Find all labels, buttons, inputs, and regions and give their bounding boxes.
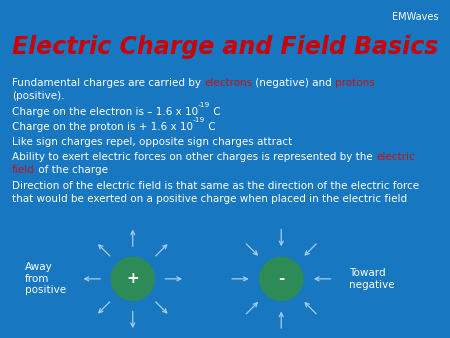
Text: Electric Charge and Field Basics: Electric Charge and Field Basics [12, 35, 438, 59]
Text: that would be exerted on a positive charge when placed in the electric field: that would be exerted on a positive char… [12, 194, 407, 204]
Text: of the charge: of the charge [35, 165, 108, 175]
Text: EMWaves: EMWaves [392, 12, 439, 22]
Text: -19: -19 [193, 117, 205, 123]
Text: electric: electric [376, 152, 415, 162]
Text: (positive).: (positive). [12, 91, 64, 101]
Text: -: - [278, 271, 284, 286]
Text: Charge on the electron is – 1.6 x 10: Charge on the electron is – 1.6 x 10 [12, 107, 198, 117]
Text: -19: -19 [198, 102, 211, 107]
Text: C: C [211, 107, 221, 117]
Text: Fundamental charges are carried by: Fundamental charges are carried by [12, 78, 204, 88]
Text: Ability to exert electric forces on other charges is represented by the: Ability to exert electric forces on othe… [12, 152, 376, 162]
Text: electrons: electrons [204, 78, 252, 88]
Text: (negative) and: (negative) and [252, 78, 336, 88]
Text: field: field [12, 165, 35, 175]
Text: Like sign charges repel, opposite sign charges attract: Like sign charges repel, opposite sign c… [12, 137, 292, 147]
Text: Toward
negative: Toward negative [349, 268, 394, 290]
Text: Away
from
positive: Away from positive [25, 262, 66, 295]
Text: protons: protons [336, 78, 375, 88]
Text: Charge on the proton is + 1.6 x 10: Charge on the proton is + 1.6 x 10 [12, 122, 193, 132]
Text: Direction of the electric field is that same as the direction of the electric fo: Direction of the electric field is that … [12, 181, 419, 191]
Ellipse shape [260, 257, 303, 300]
Text: C: C [205, 122, 216, 132]
Ellipse shape [111, 257, 154, 300]
Text: +: + [126, 271, 139, 286]
